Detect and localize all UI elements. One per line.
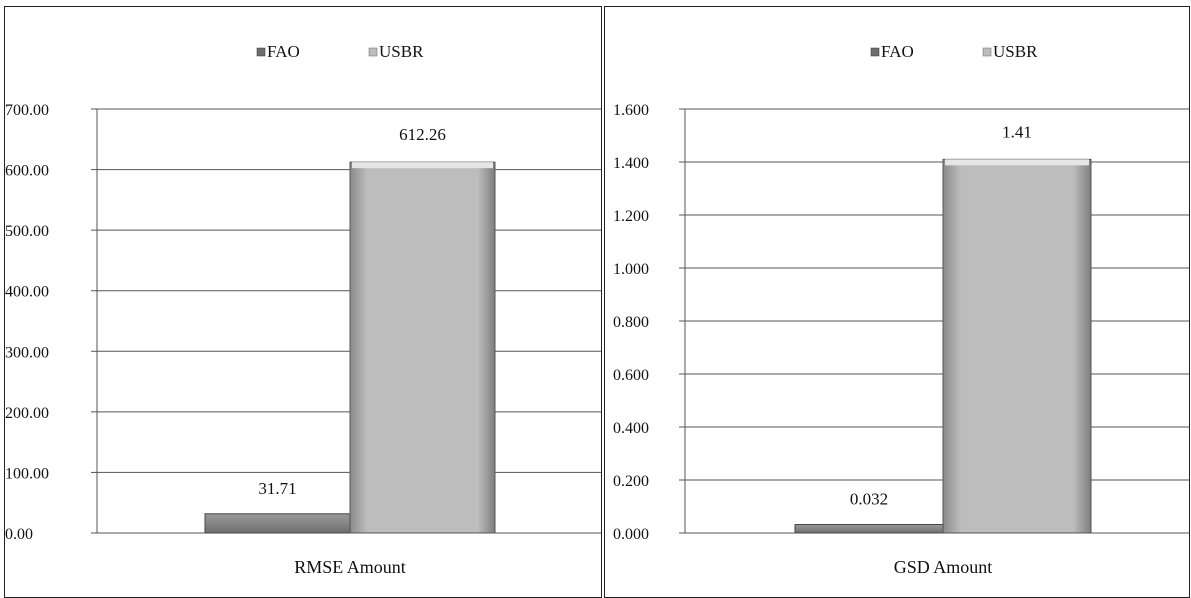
gsd-legend-usbr-label: USBR (993, 42, 1038, 61)
rmse-y-tick-label: 200.00 (5, 405, 49, 422)
rmse-usbr-bar (349, 161, 496, 534)
rmse-y-tick-label: 300.00 (5, 344, 49, 361)
gsd-fao-bar (794, 524, 944, 534)
rmse-fao-bar (204, 513, 351, 534)
gsd-y-tick-label: 1.200 (613, 208, 649, 225)
rmse-usbr-data-label: 612.26 (399, 125, 446, 144)
rmse-legend-fao-swatch (256, 47, 266, 57)
gsd-fao-data-label: 0.032 (850, 490, 888, 509)
gsd-chart-panel: 0.000 0.200 0.400 0.600 0.800 1.000 1.200 1.400… (604, 6, 1190, 598)
rmse-legend-fao-label: FAO (267, 42, 300, 61)
rmse-legend-usbr-label: USBR (379, 42, 424, 61)
gsd-category-label: GSD Amount (894, 557, 993, 577)
rmse-y-tick-label: 0.00 (5, 526, 33, 543)
rmse-y-tick-label: 100.00 (5, 465, 49, 482)
rmse-y-tick-label: 500.00 (5, 223, 49, 240)
gsd-usbr-bar-top (945, 159, 1089, 166)
gsd-y-tick-label: 0.800 (613, 314, 649, 331)
rmse-category-label: RMSE Amount (294, 557, 406, 577)
gsd-y-tick-label: 0.000 (613, 526, 649, 543)
rmse-y-tick-label: 400.00 (5, 284, 49, 301)
gsd-y-tick-label: 0.600 (613, 367, 649, 384)
gsd-y-tick-label: 1.000 (613, 261, 649, 278)
rmse-chart: 0.00 100.00 200.00 300.00 400.00 500.00 600.00… (5, 42, 601, 577)
gsd-legend-fao-swatch (870, 47, 880, 57)
gsd-legend-usbr-swatch (982, 47, 992, 57)
rmse-usbr-bar-top (352, 162, 493, 169)
rmse-y-tick-label: 600.00 (5, 163, 49, 180)
gsd-y-tick-label: 0.200 (613, 473, 649, 490)
rmse-fao-data-label: 31.71 (258, 479, 296, 498)
gsd-legend-fao-label: FAO (881, 42, 914, 61)
gsd-y-tick-label: 1.600 (613, 102, 649, 119)
gsd-usbr-bar (942, 158, 1092, 534)
rmse-y-tick-label: 700.00 (5, 102, 49, 119)
gsd-y-tick-label: 1.400 (613, 155, 649, 172)
rmse-chart-panel: 0.00 100.00 200.00 300.00 400.00 500.00 600.00… (4, 6, 602, 598)
rmse-legend-usbr-swatch (368, 47, 378, 57)
gsd-usbr-data-label: 1.41 (1002, 122, 1032, 141)
gsd-chart: 0.000 0.200 0.400 0.600 0.800 1.000 1.200 1.400… (613, 42, 1189, 577)
gsd-y-tick-label: 0.400 (613, 420, 649, 437)
